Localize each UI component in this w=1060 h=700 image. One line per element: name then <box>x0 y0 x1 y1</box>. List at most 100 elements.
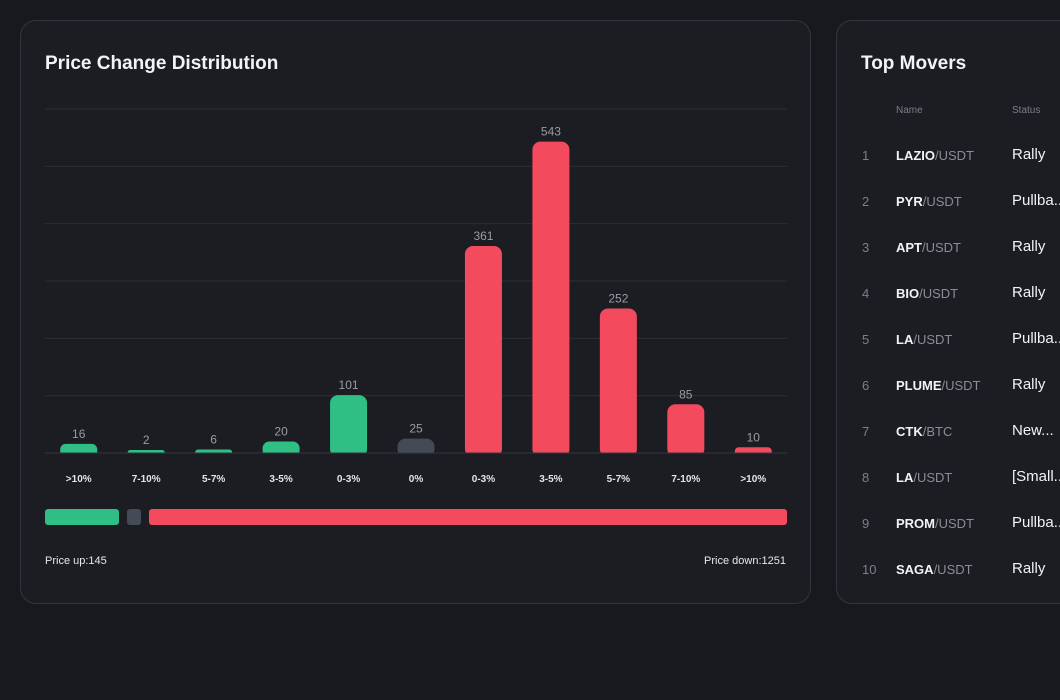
bar-down-8[interactable] <box>599 308 637 457</box>
price-flat-summary-bar <box>127 509 141 525</box>
x-tick-label: >10% <box>740 474 766 485</box>
mover-base-asset: PYR <box>896 194 923 209</box>
x-tick-label: 0-3% <box>472 474 495 485</box>
mover-rank: 10 <box>862 562 877 577</box>
mover-row[interactable]: 8 LA/USDT [Small... <box>837 455 1060 501</box>
mover-status: Rally <box>1012 146 1046 163</box>
mover-base-asset: LA <box>896 470 914 485</box>
mover-status: Pullba... <box>1012 192 1060 209</box>
mover-row[interactable]: 3 APT/USDT Rally <box>837 225 1060 271</box>
x-tick-label: >10% <box>66 474 92 485</box>
mover-rank: 2 <box>862 194 870 209</box>
mover-status: Rally <box>1012 376 1046 393</box>
mover-pair[interactable]: LA/USDT <box>896 332 952 347</box>
mover-pair[interactable]: LAZIO/USDT <box>896 148 974 163</box>
panel-title: Price Change Distribution <box>45 53 279 74</box>
mover-status: Rally <box>1012 560 1046 577</box>
mover-row[interactable]: 7 CTK/BTC New... <box>837 409 1060 455</box>
mover-base-asset: PROM <box>896 516 935 531</box>
mover-rank: 4 <box>862 286 870 301</box>
mover-row[interactable]: 5 LA/USDT Pullba... <box>837 317 1060 363</box>
mover-quote-asset: /USDT <box>919 286 959 301</box>
mover-row[interactable]: 9 PROM/USDT Pullba... <box>837 501 1060 547</box>
bar-value-label: 361 <box>473 229 493 243</box>
mover-status: Pullba... <box>1012 330 1060 347</box>
mover-rank: 8 <box>862 470 870 485</box>
mover-base-asset: BIO <box>896 286 920 301</box>
mover-quote-asset: /USDT <box>935 148 974 163</box>
mover-base-asset: CTK <box>896 424 923 439</box>
bar-value-label: 20 <box>274 425 288 439</box>
mover-status: New... <box>1012 422 1054 439</box>
top-movers-panel: Top Movers Name Status 1 LAZIO/USDT Rally 2… <box>836 20 1060 604</box>
mover-rank: 7 <box>862 424 870 439</box>
x-tick-label: 0-3% <box>337 474 360 485</box>
mover-rank: 6 <box>862 378 870 393</box>
mover-row[interactable]: 1 LAZIO/USDT Rally <box>837 133 1060 179</box>
bar-value-label: 25 <box>409 422 423 436</box>
bar-value-label: 252 <box>608 292 628 306</box>
mover-base-asset: PLUME <box>896 378 942 393</box>
column-header-name: Name <box>896 105 923 116</box>
bar-down-6[interactable] <box>464 246 502 457</box>
mover-row[interactable]: 4 BIO/USDT Rally <box>837 271 1060 317</box>
movers-list: 1 LAZIO/USDT Rally 2 PYR/USDT Pullba... 3 APT/U… <box>837 133 1060 593</box>
mover-status: Rally <box>1012 284 1046 301</box>
mover-quote-asset: /USDT <box>935 516 974 531</box>
panel-title: Top Movers <box>861 53 967 74</box>
mover-quote-asset: /USDT <box>941 378 981 393</box>
x-tick-label: 7-10% <box>132 474 161 485</box>
mover-status: Rally <box>1012 238 1046 255</box>
price-up-summary-bar <box>45 509 119 525</box>
mover-row[interactable]: 10 SAGA/USDT Rally <box>837 547 1060 593</box>
mover-rank: 1 <box>862 148 870 163</box>
mover-quote-asset: /USDT <box>933 562 973 577</box>
column-header-status: Status <box>1012 105 1041 116</box>
mover-base-asset: LAZIO <box>896 148 935 163</box>
distribution-chart: 16 >10% 2 7-10% 6 5-7% 20 3-5% 101 0-3% 25 0% 361 0-3… <box>45 108 787 485</box>
mover-rank: 3 <box>862 240 870 255</box>
mover-row[interactable]: 6 PLUME/USDT Rally <box>837 363 1060 409</box>
mover-pair[interactable]: APT/USDT <box>896 240 961 255</box>
mover-quote-asset: /BTC <box>922 424 953 439</box>
bar-flat-5[interactable] <box>397 438 435 457</box>
bar-value-label: 6 <box>210 433 217 447</box>
x-tick-label: 3-5% <box>539 474 562 485</box>
mover-pair[interactable]: PROM/USDT <box>896 516 974 531</box>
mover-quote-asset: /USDT <box>922 240 961 255</box>
bar-up-4[interactable] <box>330 395 368 457</box>
bar-value-label: 10 <box>747 430 761 444</box>
mover-rank: 9 <box>862 516 870 531</box>
mover-pair[interactable]: LA/USDT <box>896 470 952 485</box>
chart-baseline-mask <box>45 453 787 459</box>
price-down-count: Price down:1251 <box>704 555 786 567</box>
mover-pair[interactable]: SAGA/USDT <box>896 562 973 577</box>
bar-value-label: 85 <box>679 387 693 401</box>
bar-value-label: 543 <box>541 125 561 139</box>
bar-value-label: 16 <box>72 427 86 441</box>
x-tick-label: 5-7% <box>607 474 630 485</box>
price-distribution-panel: Price Change Distribution 16 >10% 2 7-10% 6 5… <box>20 20 811 604</box>
price-down-summary-bar <box>149 509 787 525</box>
mover-pair[interactable]: PYR/USDT <box>896 194 962 209</box>
mover-quote-asset: /USDT <box>913 332 953 347</box>
mover-row[interactable]: 2 PYR/USDT Pullba... <box>837 179 1060 225</box>
mover-base-asset: LA <box>896 332 914 347</box>
mover-base-asset: SAGA <box>896 562 934 577</box>
bar-down-7[interactable] <box>532 141 570 457</box>
mover-quote-asset: /USDT <box>913 470 953 485</box>
mover-rank: 5 <box>862 332 870 347</box>
mover-pair[interactable]: PLUME/USDT <box>896 378 981 393</box>
mover-status: [Small... <box>1012 468 1060 485</box>
mover-status: Pullba... <box>1012 514 1060 531</box>
price-up-count: Price up:145 <box>45 555 107 567</box>
mover-pair[interactable]: BIO/USDT <box>896 286 958 301</box>
bar-down-9[interactable] <box>667 404 705 457</box>
x-tick-label: 5-7% <box>202 474 225 485</box>
x-tick-label: 3-5% <box>269 474 292 485</box>
mover-base-asset: APT <box>896 240 922 255</box>
mover-pair[interactable]: CTK/BTC <box>896 424 952 439</box>
x-tick-label: 0% <box>409 474 424 485</box>
bar-value-label: 2 <box>143 433 150 447</box>
x-tick-label: 7-10% <box>671 474 700 485</box>
